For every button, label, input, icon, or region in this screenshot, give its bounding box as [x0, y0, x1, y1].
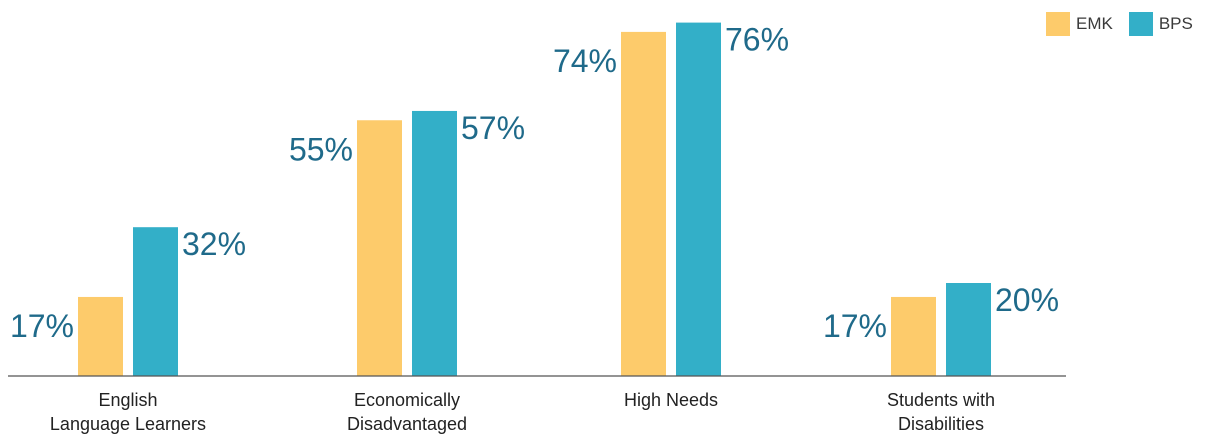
- value-label-emk-high-needs: 74%: [553, 43, 617, 79]
- bar-bps-students-with-disabilities: [946, 283, 991, 376]
- bar-bps-high-needs: [676, 22, 721, 376]
- tick-label-students-with-disabilities: Students with Disabilities: [887, 390, 995, 434]
- legend-label-bps: BPS: [1158, 14, 1193, 33]
- bar-emk-high-needs: [621, 31, 666, 377]
- legend-label-emk: EMK: [1076, 14, 1113, 33]
- tick-label-english-language-learners: English Language Learners: [50, 390, 206, 434]
- bars-group: [78, 22, 991, 377]
- x-tick-labels-group: English Language Learners Economically Disa…: [50, 390, 995, 434]
- value-label-emk-economically-disadvantaged: 55%: [289, 131, 353, 167]
- legend-swatch-bps: [1128, 12, 1153, 36]
- bar-bps-economically-disadvantaged: [412, 110, 457, 376]
- tick-label-line: Language Learners: [50, 414, 206, 434]
- bar-emk-economically-disadvantaged: [357, 120, 402, 376]
- tick-label-line: Disadvantaged: [347, 414, 467, 434]
- legend-item-emk: EMK: [1046, 12, 1113, 36]
- legend-swatch-emk: [1046, 12, 1070, 36]
- tick-label-line: Disabilities: [898, 414, 984, 434]
- value-label-emk-students-with-disabilities: 17%: [823, 308, 887, 344]
- tick-label-high-needs: High Needs: [624, 390, 718, 410]
- tick-label-economically-disadvantaged: Economically Disadvantaged: [347, 390, 467, 434]
- value-label-bps-high-needs: 76%: [725, 22, 789, 58]
- bar-emk-students-with-disabilities: [891, 296, 936, 376]
- value-label-emk-english-language-learners: 17%: [10, 308, 74, 344]
- tick-label-line: High Needs: [624, 390, 718, 410]
- tick-label-line: Economically: [354, 390, 460, 410]
- legend: EMK BPS: [1046, 12, 1209, 36]
- value-label-bps-english-language-learners: 32%: [182, 226, 246, 262]
- value-labels-group: 17% 32% 55% 57% 74% 76% 17% 20%: [10, 22, 1059, 344]
- bar-bps-english-language-learners: [133, 227, 178, 376]
- bar-emk-english-language-learners: [78, 296, 123, 376]
- value-label-bps-economically-disadvantaged: 57%: [461, 110, 525, 146]
- tick-label-line: Students with: [887, 390, 995, 410]
- legend-item-bps: BPS: [1128, 12, 1193, 36]
- value-label-bps-students-with-disabilities: 20%: [995, 282, 1059, 318]
- tick-label-line: English: [98, 390, 157, 410]
